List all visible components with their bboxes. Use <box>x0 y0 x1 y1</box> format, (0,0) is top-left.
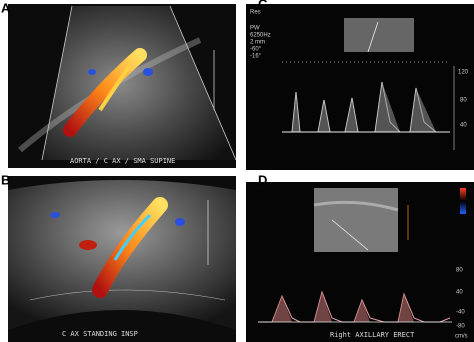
spectral-fill <box>292 82 436 132</box>
scale-label: -80 <box>456 324 465 330</box>
sample-line <box>367 21 379 53</box>
caption: AORTA / C AX / SMA SUPINE <box>70 157 175 165</box>
setting-text: 6250Hz <box>250 33 271 39</box>
panel-label: C <box>258 0 268 11</box>
panel-label: B <box>1 172 10 187</box>
panel-label: A <box>1 0 11 15</box>
panel-d: 80 40 -40 -80 cm/s Right AXILLARY ERECT … <box>246 172 474 342</box>
setting-text: 2 mm <box>250 40 265 46</box>
setting-text: PW <box>250 26 260 32</box>
sector-edge <box>29 289 226 301</box>
color-flow-blue <box>175 218 185 226</box>
color-flow-blue <box>88 69 96 75</box>
bmode-image <box>314 188 398 252</box>
setting-text: Res <box>250 10 261 16</box>
caption: Right AXILLARY ERECT <box>330 331 415 339</box>
scale-label: -40 <box>456 310 465 316</box>
scale-label: 80 <box>460 98 467 104</box>
sector-edge <box>41 5 237 161</box>
tissue-band <box>313 200 399 212</box>
scale-label: 120 <box>458 70 469 76</box>
unit-label: cm/s <box>455 334 468 340</box>
scan-sector <box>42 6 236 160</box>
color-flow <box>79 240 97 250</box>
setting-text: -16° <box>250 54 262 60</box>
color-flow <box>63 48 147 137</box>
color-flow-core <box>113 213 152 261</box>
panel-b: C AX STANDING INSP B <box>1 172 236 342</box>
scale-label: 40 <box>456 290 463 296</box>
sample-line <box>331 219 369 251</box>
color-flow-core <box>98 63 132 112</box>
panel-c: Res PW 6250Hz 2 mm -60° -16° 120 80 40 C <box>246 0 474 170</box>
caption: C AX STANDING INSP <box>62 330 138 338</box>
color-bar <box>460 188 466 214</box>
color-flow-blue <box>50 212 60 218</box>
color-flow <box>92 197 168 298</box>
panel-a: AORTA / C AX / SMA SUPINE A <box>1 0 237 168</box>
scale-label: 40 <box>460 123 467 129</box>
thumbnail-image <box>344 18 414 52</box>
setting-text: -60° <box>250 47 262 53</box>
color-flow-blue <box>143 68 153 76</box>
panel-label: D <box>258 172 267 187</box>
spectral-fill <box>272 292 414 322</box>
scale-label: 80 <box>456 268 463 274</box>
